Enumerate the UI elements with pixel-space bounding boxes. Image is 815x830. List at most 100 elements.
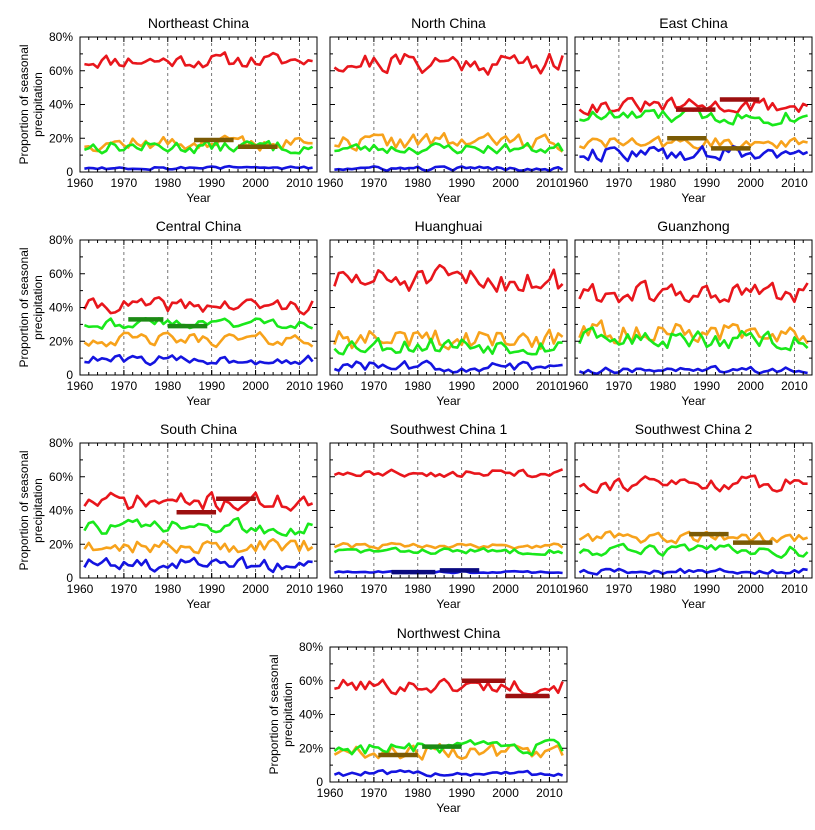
x-tick-label: 1970	[111, 176, 138, 190]
x-tick-label: 1960	[317, 786, 344, 800]
series-line-winter	[84, 164, 313, 172]
x-axis-label: Year	[436, 394, 460, 408]
panel-huanghuai: Huanghuai 1960 1970 1980 1990 2000 2010 Year	[317, 218, 568, 408]
x-axis-label: Year	[436, 191, 460, 205]
series-line-summer	[578, 96, 809, 116]
series-line-winter	[333, 768, 564, 778]
x-tick-label: 2000	[492, 176, 519, 190]
x-tick-label: 1960	[562, 582, 589, 596]
series-line-spring	[333, 328, 564, 351]
y-axis-label-line-2: precipitation	[31, 275, 45, 340]
y-tick-label: 0	[66, 571, 73, 585]
series-line-spring	[83, 331, 314, 349]
series-line-winter	[579, 144, 809, 163]
series-line-summer	[578, 474, 808, 494]
y-tick-label: 60%	[299, 674, 323, 688]
x-axis-label: Year	[186, 597, 210, 611]
x-tick-label: 1960	[67, 379, 94, 393]
axes-frame	[79, 36, 318, 173]
panel-title: Huanghuai	[415, 218, 483, 234]
y-tick-label: 60%	[49, 64, 73, 78]
series-line-spring	[578, 135, 808, 152]
y-tick-label: 80%	[49, 30, 73, 44]
x-tick-label: 2010	[536, 582, 563, 596]
series-line-autumn	[334, 141, 564, 156]
x-tick-label: 1970	[606, 176, 633, 190]
x-tick-label: 2000	[242, 176, 269, 190]
y-axis-label: Proportion of seasonalprecipitation	[17, 44, 45, 164]
series-line-summer	[333, 263, 564, 293]
x-tick-label: 2010	[286, 176, 313, 190]
x-tick-label: 1970	[111, 379, 138, 393]
x-tick-label: 2000	[492, 786, 519, 800]
x-tick-label: 1970	[361, 582, 388, 596]
panel-title: Central China	[156, 218, 242, 234]
x-tick-label: 1990	[448, 379, 475, 393]
x-tick-label: 2010	[536, 786, 563, 800]
x-tick-label: 1980	[404, 379, 431, 393]
x-tick-label: 2010	[536, 176, 563, 190]
series-line-autumn	[578, 542, 809, 559]
y-tick-label: 60%	[49, 470, 73, 484]
y-tick-label: 20%	[299, 741, 323, 755]
x-tick-label: 1990	[448, 176, 475, 190]
panel-title: South China	[160, 421, 237, 437]
panel-title: Southwest China 2	[635, 421, 753, 437]
x-tick-label: 2000	[737, 176, 764, 190]
y-tick-label: 60%	[49, 267, 73, 281]
panel-central-china: Central China 1960 1970 1980 1990 2000 2010 0 20…	[17, 218, 318, 408]
x-tick-label: 2000	[492, 379, 519, 393]
series-line-spring	[333, 742, 564, 761]
x-tick-label: 1980	[404, 176, 431, 190]
x-tick-label: 1960	[67, 582, 94, 596]
y-tick-label: 40%	[49, 98, 73, 112]
y-tick-label: 0	[66, 165, 73, 179]
panel-east-china: East China 1960 1970 1980 1990 2000 2010 Year	[562, 15, 813, 205]
series-line-autumn	[83, 316, 314, 330]
series-line-winter	[334, 165, 564, 173]
x-tick-label: 1990	[448, 786, 475, 800]
x-tick-label: 2010	[781, 582, 808, 596]
x-tick-label: 1980	[154, 176, 181, 190]
y-tick-label: 40%	[49, 301, 73, 315]
x-tick-label: 1960	[317, 582, 344, 596]
y-tick-label: 20%	[49, 537, 73, 551]
series-line-winter	[83, 555, 313, 574]
y-axis-label-line-2: precipitation	[31, 72, 45, 137]
panel-title: Guanzhong	[657, 218, 729, 234]
y-axis-label-line-1: Proportion of seasonal	[17, 247, 31, 367]
series-line-winter	[84, 353, 314, 367]
x-tick-label: 1990	[198, 379, 225, 393]
x-tick-label: 2010	[781, 379, 808, 393]
y-axis-label-line-2: precipitation	[31, 478, 45, 543]
series-line-autumn	[83, 516, 313, 537]
series-line-summer	[83, 296, 314, 316]
y-axis-label: Proportion of seasonalprecipitation	[267, 654, 295, 774]
series-line-autumn	[333, 546, 564, 557]
y-axis-label: Proportion of seasonalprecipitation	[17, 247, 45, 367]
x-tick-label: 1980	[649, 176, 676, 190]
x-tick-label: 1970	[606, 379, 633, 393]
panel-title: Northeast China	[148, 15, 249, 31]
series-line-winter	[578, 567, 808, 576]
x-tick-label: 1970	[361, 786, 388, 800]
x-tick-label: 1970	[606, 582, 633, 596]
x-tick-label: 1990	[448, 582, 475, 596]
panel-northwest-china: Northwest China 1960 1970 1980 1990 2000 2010 0…	[267, 625, 568, 815]
x-tick-label: 2000	[242, 582, 269, 596]
axes-frame	[329, 646, 568, 783]
x-tick-label: 2000	[737, 582, 764, 596]
series-line-winter	[333, 359, 563, 374]
x-tick-label: 1970	[361, 176, 388, 190]
series-line-winter	[578, 364, 808, 376]
x-tick-label: 1980	[154, 379, 181, 393]
y-tick-label: 0	[316, 775, 323, 789]
x-tick-label: 1980	[649, 582, 676, 596]
x-axis-label: Year	[681, 597, 705, 611]
y-tick-label: 80%	[49, 233, 73, 247]
y-tick-label: 20%	[49, 131, 73, 145]
x-tick-label: 1990	[198, 582, 225, 596]
x-tick-label: 1960	[317, 379, 344, 393]
x-tick-label: 1980	[154, 582, 181, 596]
x-tick-label: 1980	[404, 582, 431, 596]
